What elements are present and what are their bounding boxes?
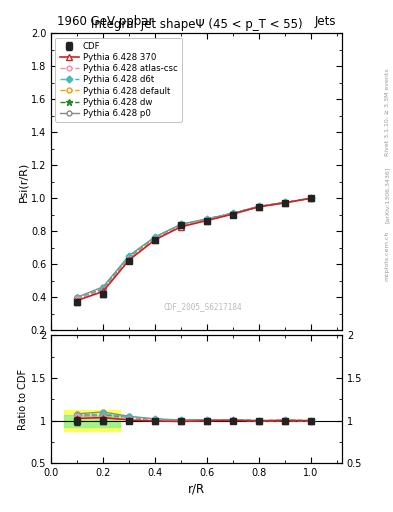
Pythia 6.428 d6t [204,216,209,222]
X-axis label: r/R: r/R [188,482,205,496]
Pythia 6.428 p0 [309,195,313,201]
Pythia 6.428 p0 [127,252,131,259]
Pythia 6.428 dw [204,216,209,222]
Title: Integral jet shapeΨ (45 < p_T < 55): Integral jet shapeΨ (45 < p_T < 55) [91,18,302,31]
Text: 1960 GeV ppbar: 1960 GeV ppbar [57,15,154,28]
Pythia 6.428 dw [283,200,287,206]
Pythia 6.428 dw [257,203,261,209]
Pythia 6.428 p0 [257,203,261,209]
Line: Pythia 6.428 d6t: Pythia 6.428 d6t [75,196,313,301]
Pythia 6.428 p0 [231,210,235,217]
Pythia 6.428 d6t [231,210,235,216]
Pythia 6.428 default [283,200,287,206]
Pythia 6.428 d6t [101,286,105,292]
Pythia 6.428 p0 [283,200,287,206]
Pythia 6.428 atlas-csc [127,255,131,262]
Line: Pythia 6.428 dw: Pythia 6.428 dw [73,195,314,302]
Pythia 6.428 default [75,296,79,302]
Pythia 6.428 atlas-csc [178,223,183,229]
Pythia 6.428 dw [152,234,157,241]
Pythia 6.428 atlas-csc [309,195,313,201]
Pythia 6.428 default [309,195,313,201]
Legend: CDF, Pythia 6.428 370, Pythia 6.428 atlas-csc, Pythia 6.428 d6t, Pythia 6.428 de: CDF, Pythia 6.428 370, Pythia 6.428 atla… [55,37,182,122]
Pythia 6.428 370 [178,224,183,230]
Pythia 6.428 d6t [127,253,131,260]
Pythia 6.428 default [178,223,183,229]
Pythia 6.428 default [257,204,261,210]
Pythia 6.428 370 [75,297,79,304]
Pythia 6.428 atlas-csc [204,217,209,223]
Pythia 6.428 dw [101,286,105,292]
Pythia 6.428 d6t [309,195,313,201]
Pythia 6.428 d6t [283,199,287,205]
Pythia 6.428 370 [152,237,157,243]
Pythia 6.428 370 [283,200,287,206]
Pythia 6.428 370 [204,218,209,224]
Text: mcplots.cern.ch: mcplots.cern.ch [385,231,389,281]
Pythia 6.428 default [152,236,157,242]
Pythia 6.428 370 [231,211,235,217]
Pythia 6.428 default [101,288,105,294]
Pythia 6.428 atlas-csc [75,296,79,302]
Pythia 6.428 370 [257,204,261,210]
Pythia 6.428 370 [127,257,131,263]
Pythia 6.428 d6t [152,234,157,240]
Pythia 6.428 atlas-csc [257,204,261,210]
Text: CDF_2005_S6217184: CDF_2005_S6217184 [163,302,242,311]
Line: Pythia 6.428 atlas-csc: Pythia 6.428 atlas-csc [75,196,313,302]
Pythia 6.428 atlas-csc [231,211,235,217]
Pythia 6.428 p0 [75,294,79,301]
Pythia 6.428 p0 [204,216,209,222]
Text: Rivet 3.1.10, ≥ 3.3M events: Rivet 3.1.10, ≥ 3.3M events [385,69,389,157]
Pythia 6.428 d6t [178,221,183,227]
Pythia 6.428 atlas-csc [152,236,157,242]
Pythia 6.428 atlas-csc [101,288,105,294]
Line: Pythia 6.428 p0: Pythia 6.428 p0 [75,196,313,300]
Text: [arXiv:1306.3436]: [arXiv:1306.3436] [385,166,389,223]
Y-axis label: Psi(r/R): Psi(r/R) [18,162,28,202]
Pythia 6.428 default [127,255,131,262]
Pythia 6.428 370 [101,288,105,294]
Pythia 6.428 dw [75,295,79,302]
Pythia 6.428 d6t [75,295,79,301]
Pythia 6.428 default [231,211,235,217]
Line: Pythia 6.428 default: Pythia 6.428 default [75,196,313,302]
Pythia 6.428 dw [231,210,235,217]
Pythia 6.428 p0 [178,221,183,227]
Text: Jets: Jets [314,15,336,28]
Pythia 6.428 dw [178,222,183,228]
Pythia 6.428 p0 [101,284,105,290]
Pythia 6.428 dw [127,254,131,260]
Y-axis label: Ratio to CDF: Ratio to CDF [18,369,28,430]
Line: Pythia 6.428 370: Pythia 6.428 370 [74,196,314,303]
Pythia 6.428 atlas-csc [283,200,287,206]
Pythia 6.428 370 [309,195,313,201]
Pythia 6.428 d6t [257,203,261,209]
Pythia 6.428 p0 [152,234,157,240]
Pythia 6.428 default [204,217,209,223]
Pythia 6.428 dw [309,195,313,201]
